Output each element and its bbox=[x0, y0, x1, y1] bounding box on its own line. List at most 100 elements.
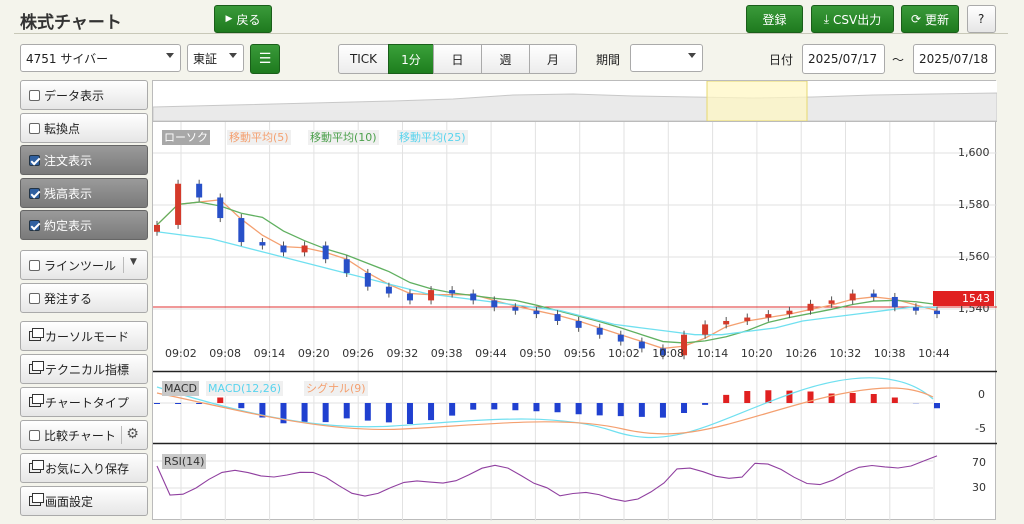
legend-macd: MACD bbox=[162, 381, 199, 396]
refresh-icon: ⟳ bbox=[910, 12, 922, 26]
date-to-input[interactable]: 2025/07/18 bbox=[913, 44, 996, 74]
window-icon bbox=[29, 460, 44, 473]
macd-bar bbox=[491, 403, 498, 410]
chart-svg[interactable] bbox=[152, 80, 998, 521]
moving-averages bbox=[156, 199, 938, 350]
date-from-input[interactable]: 2025/07/17 bbox=[802, 44, 885, 74]
chart-area[interactable] bbox=[152, 80, 998, 521]
sidebar-line-tool[interactable]: ラインツール ▼ bbox=[20, 250, 148, 280]
sidebar-compare-chart[interactable]: 比較チャート ⚙ bbox=[20, 420, 148, 450]
candle-body bbox=[702, 324, 709, 335]
tab-tick[interactable]: TICK bbox=[338, 44, 389, 74]
legend-rsi: RSI(14) bbox=[162, 454, 207, 469]
sidebar-data-display[interactable]: データ表示 bbox=[20, 80, 148, 110]
sidebar-place-order[interactable]: 発注する bbox=[20, 283, 148, 313]
legend-candles: ローソク bbox=[162, 130, 210, 145]
macd-bar bbox=[723, 394, 730, 403]
tab-month[interactable]: 月 bbox=[529, 44, 577, 74]
sidebar-screen-settings[interactable]: 画面設定 bbox=[20, 486, 148, 516]
macd-bar bbox=[196, 403, 203, 404]
macd-bar bbox=[154, 403, 160, 404]
rsi-line bbox=[156, 455, 938, 502]
macd-bar bbox=[828, 393, 835, 403]
window-icon bbox=[29, 394, 44, 407]
legend-macd-line: MACD(12,26) bbox=[206, 381, 284, 396]
macd-bar bbox=[364, 403, 371, 421]
tab-week[interactable]: 週 bbox=[481, 44, 530, 74]
market-select[interactable]: 東証 bbox=[187, 44, 244, 72]
macd-bar bbox=[238, 403, 245, 409]
x-tick-label: 09:56 bbox=[563, 347, 596, 360]
window-icon bbox=[29, 361, 44, 374]
macd-bar bbox=[554, 403, 561, 413]
x-tick-label: 10:44 bbox=[918, 347, 950, 360]
tab-day[interactable]: 日 bbox=[433, 44, 482, 74]
macd-bar bbox=[849, 393, 856, 403]
candle-body bbox=[870, 293, 877, 297]
navigator-selection[interactable] bbox=[706, 80, 808, 122]
period-select[interactable] bbox=[630, 44, 703, 72]
x-tick-label: 10:32 bbox=[829, 347, 862, 360]
sidebar-chart-type[interactable]: チャートタイプ bbox=[20, 387, 148, 417]
candle-body bbox=[364, 272, 371, 287]
x-tick-label: 09:02 bbox=[165, 347, 197, 360]
play-icon: ▶ bbox=[225, 14, 233, 24]
x-tick-label: 10:26 bbox=[785, 347, 817, 360]
x-tick-label: 09:20 bbox=[297, 347, 330, 360]
sidebar-cursor-mode[interactable]: カーソルモード bbox=[20, 321, 148, 351]
macd-bar bbox=[617, 403, 624, 417]
back-button[interactable]: ▶ 戻る bbox=[214, 5, 272, 33]
candle-body bbox=[238, 218, 245, 243]
candle-body bbox=[470, 293, 477, 301]
macd-line bbox=[156, 377, 934, 439]
chevron-down-icon bbox=[166, 53, 174, 58]
price-tick: 1,560 bbox=[958, 250, 990, 263]
macd-bar bbox=[596, 403, 603, 416]
register-button[interactable]: 登録 bbox=[746, 5, 803, 33]
help-button[interactable]: ? bbox=[967, 5, 996, 33]
candle-body bbox=[175, 183, 182, 225]
sidebar-execution-display[interactable]: 約定表示 bbox=[20, 210, 148, 240]
checkbox-icon bbox=[29, 122, 40, 134]
macd-bar bbox=[744, 391, 751, 403]
legend-ma5: 移動平均(5) bbox=[227, 130, 291, 145]
x-tick-label: 09:08 bbox=[209, 347, 241, 360]
sidebar-balance-display[interactable]: 残高表示 bbox=[20, 178, 148, 208]
csv-export-button[interactable]: ⤓ CSV出力 bbox=[811, 5, 894, 33]
sidebar-order-display[interactable]: 注文表示 bbox=[20, 145, 148, 175]
candle-body bbox=[491, 300, 498, 308]
gear-icon[interactable]: ⚙ bbox=[121, 426, 143, 444]
checkbox-checked-icon bbox=[29, 154, 40, 166]
current-price-badge: 1543 bbox=[933, 291, 994, 306]
sidebar-save-favorite[interactable]: お気に入り保存 bbox=[20, 453, 148, 483]
candle-body bbox=[934, 310, 940, 315]
candle-body bbox=[617, 334, 624, 342]
refresh-button[interactable]: ⟳ 更新 bbox=[901, 5, 959, 33]
ma25-line bbox=[156, 231, 937, 336]
macd-bar bbox=[638, 403, 645, 417]
rsi-panel bbox=[156, 455, 938, 502]
candle-body bbox=[638, 341, 645, 349]
candle-body bbox=[596, 327, 603, 335]
macd-bar bbox=[259, 403, 266, 418]
macd-bar bbox=[175, 403, 182, 404]
symbol-select[interactable]: 4751 サイバー bbox=[20, 44, 181, 72]
list-menu-button[interactable]: ☰ bbox=[250, 44, 280, 74]
sidebar-technical-indicators[interactable]: テクニカル指標 bbox=[20, 354, 148, 384]
macd-bar bbox=[217, 397, 224, 403]
candle-body bbox=[681, 334, 688, 356]
sidebar-turning-points[interactable]: 転換点 bbox=[20, 113, 148, 143]
chevron-down-icon bbox=[229, 53, 237, 58]
macd-bar bbox=[428, 403, 435, 421]
legend-signal: シグナル(9) bbox=[304, 381, 368, 396]
chevron-down-icon bbox=[688, 53, 696, 58]
candlestick-series bbox=[154, 179, 940, 360]
checkbox-icon bbox=[29, 292, 40, 304]
tab-1min[interactable]: 1分 bbox=[388, 44, 434, 74]
period-label: 期間 bbox=[596, 53, 621, 67]
legend-ma25: 移動平均(25) bbox=[397, 130, 468, 145]
window-icon bbox=[29, 328, 44, 341]
line-tool-dropdown-icon[interactable]: ▼ bbox=[123, 257, 143, 273]
macd-bar bbox=[870, 394, 877, 403]
macd-bar bbox=[385, 403, 392, 423]
